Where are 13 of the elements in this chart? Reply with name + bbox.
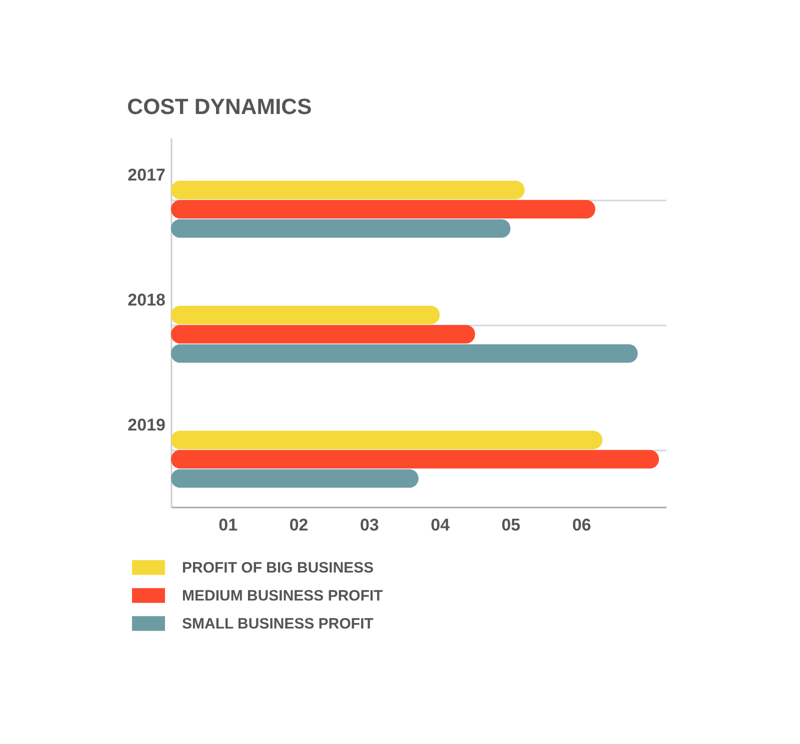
legend-label: SMALL BUSINESS PROFIT	[182, 616, 374, 632]
x-tick-label: 01	[218, 516, 238, 534]
x-tick-label: 06	[572, 516, 592, 534]
y-tick-label: 2017	[128, 165, 166, 184]
x-tick-label: 05	[501, 516, 520, 534]
x-tick-label: 02	[289, 516, 308, 534]
x-tick-label: 04	[430, 516, 450, 534]
x-tick-label: 03	[360, 516, 379, 534]
y-tick-label: 2018	[128, 290, 166, 310]
chart-title: COST DYNAMICS	[127, 94, 312, 119]
y-tick-label: 2019	[128, 415, 166, 434]
legend-label: PROFIT OF BIG BUSINESS	[182, 560, 374, 576]
legend-label: MEDIUM BUSINESS PROFIT	[182, 588, 383, 604]
